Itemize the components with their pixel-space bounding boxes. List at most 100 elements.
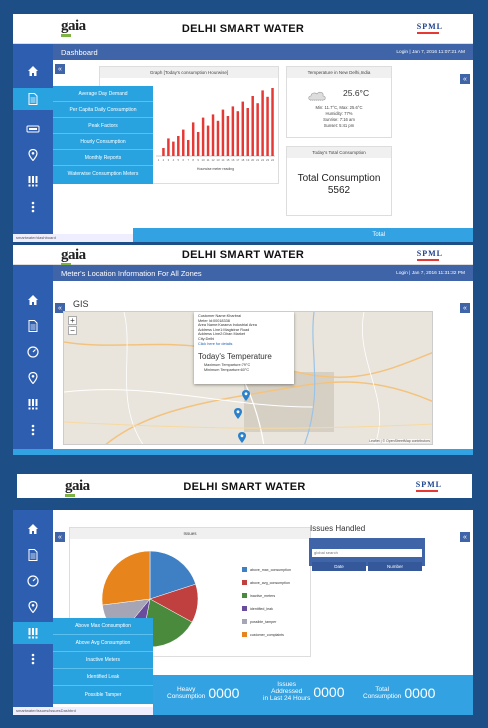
login-info: Login | Jan 7, 2016 11:31:32 PM: [396, 270, 465, 276]
map-marker[interactable]: [238, 430, 246, 444]
header: gaia DELHI SMART WATER SPML: [13, 245, 473, 265]
column-date[interactable]: Date: [312, 562, 366, 571]
sidebar: [13, 44, 53, 242]
x-tick-16: 16: [231, 158, 235, 162]
alerts-icon[interactable]: [17, 170, 49, 192]
stat-issues-addressed: Issues Addressed in Last 24 Hours 0000: [263, 681, 345, 702]
bar-19: [246, 108, 249, 156]
collapse-left-icon[interactable]: «: [55, 64, 65, 74]
app-title: DELHI SMART WATER: [181, 248, 305, 261]
column-number[interactable]: Number: [368, 562, 422, 571]
report-icon[interactable]: [13, 88, 53, 110]
menu-peak-factors[interactable]: Peak Factors: [53, 118, 153, 134]
menu-monthly-reports[interactable]: Monthly Reports: [53, 150, 153, 166]
legend-label-identified_leak: identified_leak: [250, 607, 273, 611]
issues-handled-title: Issues Handled: [310, 524, 366, 533]
status-url: smartwater/issues/issuesDashbrd: [13, 707, 153, 715]
stat-heavy-consumption: Heavy Consumption 0000: [167, 685, 239, 701]
alerts-icon[interactable]: [17, 393, 49, 415]
meter-icon[interactable]: [17, 118, 49, 140]
zoom-in-button[interactable]: +: [68, 316, 77, 325]
x-tick-14: 14: [221, 158, 225, 162]
zoom-out-button[interactable]: −: [68, 326, 77, 335]
map-marker[interactable]: [234, 406, 242, 424]
stats-strip-total: Total: [372, 232, 385, 238]
x-tick-9: 9: [197, 158, 199, 162]
issues-handled-panel: Date Number: [309, 538, 425, 571]
bar-3: [167, 138, 170, 156]
collapse-right-icon[interactable]: «: [460, 74, 470, 84]
x-tick-7: 7: [187, 158, 189, 162]
x-tick-15: 15: [226, 158, 230, 162]
gauge-icon[interactable]: [17, 341, 49, 363]
stat-total-label-1: Total: [375, 686, 390, 693]
home-icon[interactable]: [17, 518, 49, 540]
x-tick-21: 21: [256, 158, 260, 162]
gaia-logo: gaia: [61, 18, 86, 37]
meter-popup: Customer Name:Kharbrai Meter Id:00018338…: [194, 312, 294, 384]
dashboard-screenshot: gaia DELHI SMART WATER SPML Dashboard Lo…: [13, 14, 473, 242]
location-icon[interactable]: [17, 144, 49, 166]
bar-20: [251, 96, 254, 156]
page-title: Dashboard: [61, 47, 98, 57]
bar-10: [201, 117, 205, 156]
popup-address1: Address Line1:Magistrar Road: [198, 327, 250, 332]
bar-16: [231, 106, 235, 156]
total-consumption-title: Today's Total Consumption: [287, 147, 391, 158]
report-icon[interactable]: [17, 315, 49, 337]
total-consumption-label: Total Consumption: [297, 173, 381, 184]
home-icon[interactable]: [17, 289, 49, 311]
menu-hourly-consumption[interactable]: Hourly Consumption: [53, 134, 153, 150]
legend-label-above_avg_consumption: above_avg_consumption: [250, 581, 290, 585]
menu-possible-tamper[interactable]: Possible Tamper: [84, 691, 122, 698]
global-search-input[interactable]: [312, 548, 422, 557]
alerts-icon[interactable]: [13, 622, 53, 644]
collapse-right-icon[interactable]: «: [460, 532, 470, 542]
more-icon[interactable]: [17, 419, 49, 441]
status-url: smartwater/dashboard: [13, 234, 133, 242]
humidity-value: Humidity: 77%: [325, 111, 353, 116]
sidebar: [13, 510, 53, 715]
sunrise-value: Sunrise: 7:16 am: [323, 117, 355, 122]
x-tick-19: 19: [246, 158, 250, 162]
bar-9: [196, 132, 200, 156]
legend-swatch-above_avg_consumption: [242, 580, 247, 585]
x-tick-12: 12: [211, 158, 215, 162]
x-tick-23: 23: [266, 158, 270, 162]
legend-label-inactive_meters: inactive_meters: [250, 594, 275, 598]
home-icon[interactable]: [17, 60, 49, 82]
menu-above-max-consumption[interactable]: Above Max Consumption: [53, 618, 153, 635]
report-icon[interactable]: [17, 544, 49, 566]
x-tick-1: 1: [158, 158, 160, 162]
graph-title: Graph [Today's consumption Hourwise]: [100, 67, 278, 78]
x-tick-22: 22: [261, 158, 265, 162]
map-marker[interactable]: [242, 388, 250, 406]
location-icon[interactable]: [17, 596, 49, 618]
collapse-left-icon[interactable]: «: [55, 303, 65, 313]
x-tick-5: 5: [178, 158, 180, 162]
more-icon[interactable]: [17, 196, 49, 218]
x-tick-4: 4: [173, 158, 175, 162]
location-icon[interactable]: [17, 367, 49, 389]
issues-screenshot: « « Issues above_max_consumption above_av…: [13, 510, 473, 715]
menu-average-day-demand[interactable]: Average Day Demand: [53, 86, 153, 102]
x-tick-8: 8: [192, 158, 194, 162]
collapse-right-icon[interactable]: «: [460, 303, 470, 313]
stat-heavy-value: 0000: [208, 685, 240, 701]
menu-inactive-meters[interactable]: Inactive Meters: [53, 652, 153, 669]
alerts-menu: Above Max Consumption Above Avg Consumpt…: [53, 618, 153, 704]
menu-above-avg-consumption[interactable]: Above Avg Consumption: [53, 635, 153, 652]
bar-18: [241, 101, 245, 156]
menu-per-capita-consumption[interactable]: Per Capita Daily Consumption: [53, 102, 153, 118]
x-tick-11: 11: [207, 158, 210, 162]
popup-details-link[interactable]: Click here for details: [198, 341, 233, 346]
gis-title: GIS: [73, 299, 89, 309]
menu-identified-leak[interactable]: Identified Leak: [53, 669, 153, 686]
collapse-left-icon[interactable]: «: [55, 532, 65, 542]
more-icon[interactable]: [17, 648, 49, 670]
popup-area: Area Name:Karama Industrial Area: [198, 323, 257, 328]
gis-map[interactable]: + − Leaflet | © OpenStreetMap contributo…: [63, 311, 433, 445]
stat-total-value: 0000: [404, 685, 436, 701]
gauge-icon[interactable]: [17, 570, 49, 592]
menu-waterwise-meters[interactable]: Waterwise Consumption Meters: [67, 171, 139, 177]
